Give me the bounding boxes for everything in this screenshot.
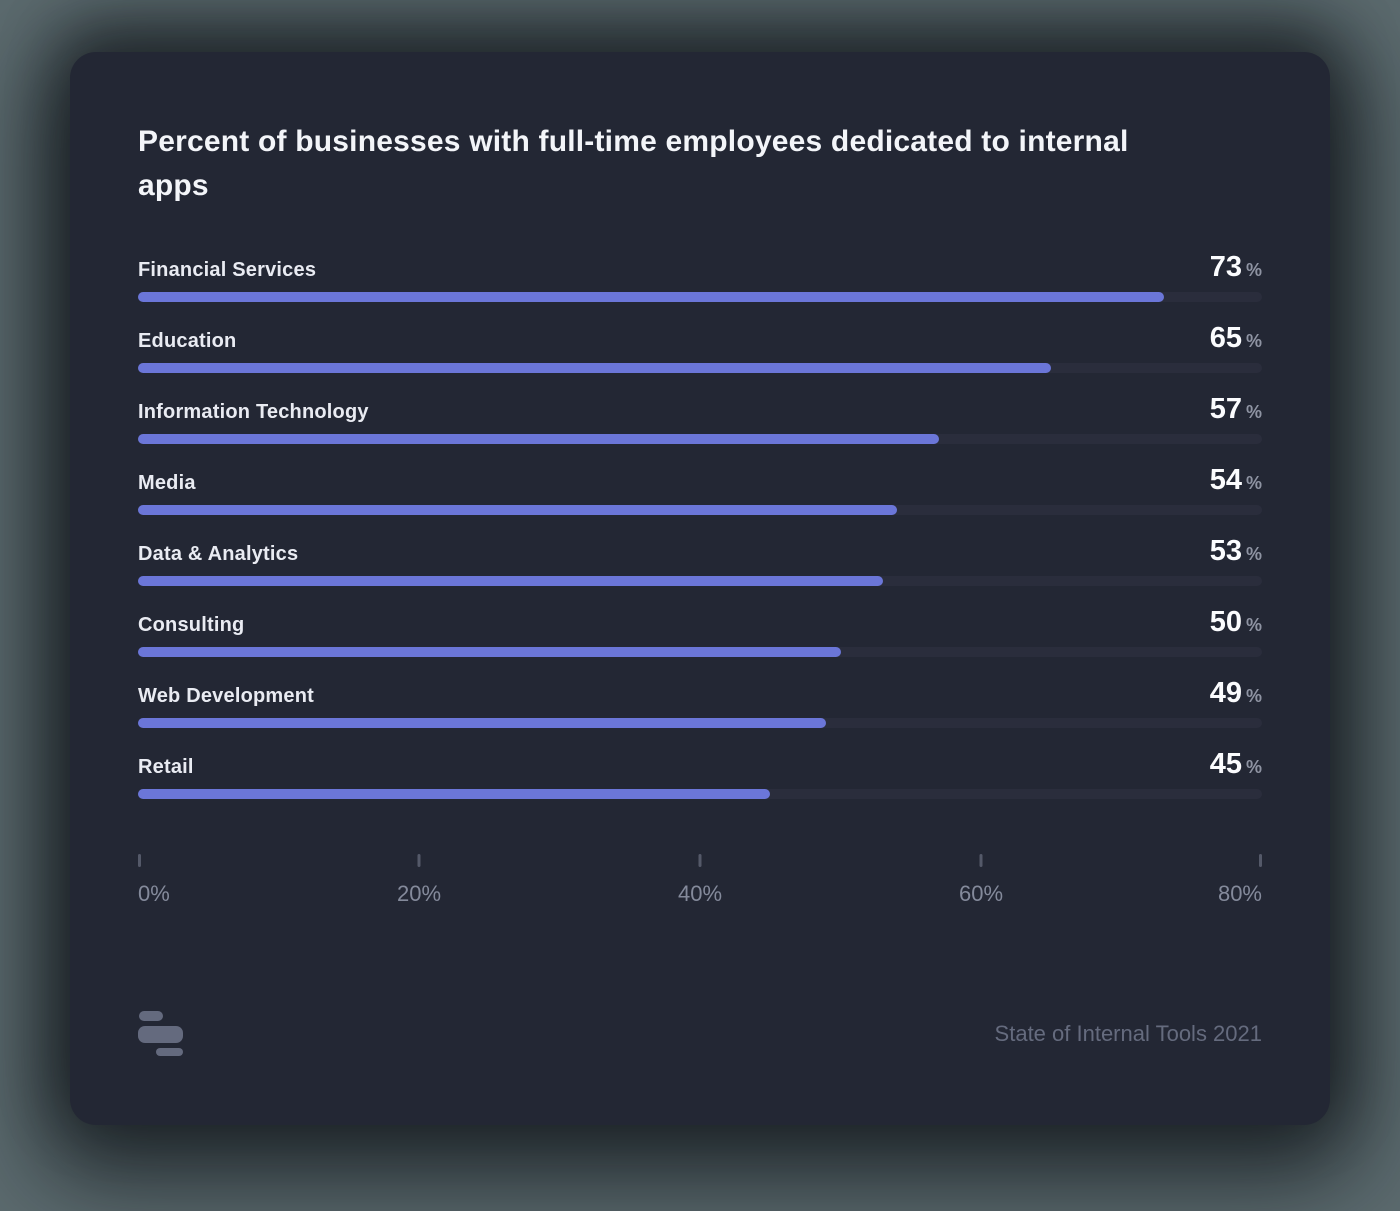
category-label: Education [138,330,237,352]
bar-fill [138,434,939,444]
value-label: 73% [1209,251,1262,283]
chart-footer: State of Internal Tools 2021 [138,1011,1262,1057]
bar-track [138,718,1262,728]
bar-row-header: Information Technology 57% [138,394,1262,424]
category-label: Financial Services [138,259,317,281]
bar-fill [138,576,883,586]
value-label: 65% [1209,322,1262,354]
bar-fill [138,789,771,799]
value-suffix: % [1245,402,1262,422]
value-label: 57% [1209,393,1262,425]
value-label: 54% [1209,464,1262,496]
value-suffix: % [1245,615,1262,635]
bar-row: Data & Analytics 53% [138,536,1262,586]
bar-row: Web Development 49% [138,678,1262,728]
chart-title: Percent of businesses with full-time emp… [138,125,1129,202]
chart-card: Percent of businesses with full-time emp… [70,52,1330,1125]
bar-row-header: Web Development 49% [138,678,1262,708]
bar-track [138,292,1262,302]
bar-row-header: Financial Services 73% [138,252,1262,282]
bar-fill [138,505,897,515]
axis-tick [138,854,141,867]
retool-logo-icon [138,1011,183,1057]
axis-tick-label: 0% [138,881,170,906]
value-suffix: % [1245,260,1262,280]
axis-tick-label: 20% [396,881,442,906]
bar-row-header: Media 54% [138,465,1262,495]
category-label: Retail [138,756,194,778]
bar-row-header: Retail 45% [138,749,1262,779]
value-suffix: % [1245,757,1262,777]
value-label: 45% [1209,748,1262,780]
axis-tick-label: 80% [1217,881,1262,906]
bar-track [138,363,1262,373]
axis-tick-label: 60% [958,881,1004,906]
logo-block-bottom [156,1048,183,1056]
axis-tick [698,854,702,867]
axis-tick-label: 40% [677,881,723,906]
bar-chart: Financial Services 73% Education 65% Informa… [138,252,1262,820]
logo-block-top [139,1011,163,1021]
category-label: Consulting [138,614,245,636]
value-label: 49% [1209,677,1262,709]
category-label: Web Development [138,685,314,707]
source-label: State of Internal Tools 2021 [994,1021,1262,1046]
bar-track [138,647,1262,657]
bar-row-header: Data & Analytics 53% [138,536,1262,566]
value-suffix: % [1245,686,1262,706]
bar-row: Retail 45% [138,749,1262,799]
category-label: Data & Analytics [138,543,299,565]
x-axis: 0% 20% 40% 60% 80% [138,854,1262,912]
bar-fill [138,363,1052,373]
bar-row: Consulting 50% [138,607,1262,657]
bar-row: Financial Services 73% [138,252,1262,302]
value-suffix: % [1245,473,1262,493]
bar-track [138,576,1262,586]
value-suffix: % [1245,331,1262,351]
bar-row: Education 65% [138,323,1262,373]
axis-tick [417,854,421,867]
value-label: 53% [1209,535,1262,567]
bar-row: Information Technology 57% [138,394,1262,444]
bar-fill [138,718,827,728]
bar-track [138,505,1262,515]
bar-row-header: Education 65% [138,323,1262,353]
bar-row-header: Consulting 50% [138,607,1262,637]
bar-track [138,434,1262,444]
category-label: Media [138,472,196,494]
category-label: Information Technology [138,401,369,423]
value-suffix: % [1245,544,1262,564]
bar-fill [138,292,1164,302]
logo-block-middle [138,1026,183,1043]
axis-tick [979,854,983,867]
bar-track [138,789,1262,799]
axis-tick [1259,854,1262,867]
value-label: 50% [1209,606,1262,638]
bar-fill [138,647,841,657]
bar-row: Media 54% [138,465,1262,515]
